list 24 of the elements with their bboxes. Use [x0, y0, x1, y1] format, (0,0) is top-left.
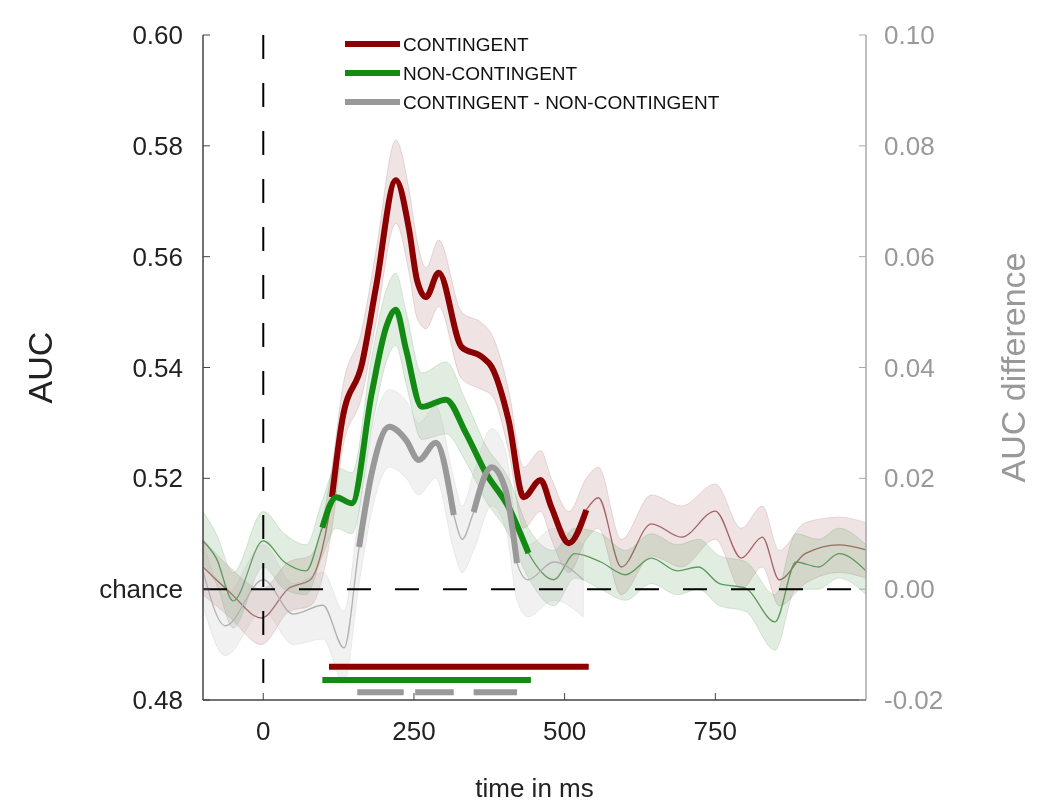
x-tick-label: 500: [542, 716, 587, 746]
y2-axis-title: AUC difference: [994, 252, 1032, 483]
y2-tick-label: 0.10: [884, 20, 935, 51]
x-axis-title: time in ms: [475, 773, 594, 803]
x-tick-label: 250: [392, 716, 436, 746]
y2-tick-label: 0.04: [884, 352, 935, 383]
y2-tick-label: 0.00: [884, 574, 935, 605]
legend-label: NON-CONTINGENT: [403, 62, 578, 84]
y-tick-label: 0.52: [132, 463, 183, 494]
y-tick-label: chance: [99, 574, 183, 605]
x-tick-label: 750: [693, 716, 738, 746]
y-tick-label: 0.60: [132, 20, 183, 51]
y2-tick-label: 0.02: [884, 463, 935, 494]
y2-tick-label: 0.08: [884, 130, 935, 161]
legend-label: CONTINGENT - NON-CONTINGENT: [403, 91, 720, 113]
y2-tick-label: -0.02: [884, 685, 944, 716]
y-tick-label: 0.58: [132, 130, 183, 161]
y-tick-label: 0.48: [132, 685, 183, 716]
y2-tick-label: 0.06: [884, 241, 935, 272]
x-tick-label: 0: [256, 716, 271, 746]
legend-label: CONTINGENT: [403, 33, 529, 55]
y-tick-label: 0.54: [132, 352, 183, 383]
y-tick-label: 0.56: [132, 241, 183, 272]
y-axis-title: AUC: [21, 331, 59, 404]
